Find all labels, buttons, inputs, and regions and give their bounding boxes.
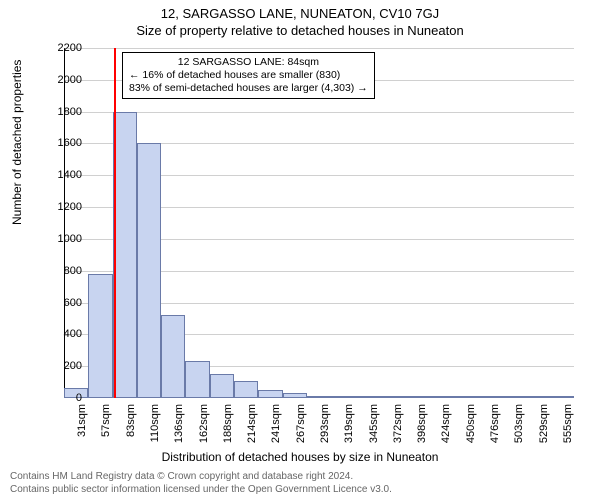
y-tick-label: 600 xyxy=(42,297,82,309)
y-tick-label: 2000 xyxy=(42,74,82,86)
chart-subtitle: Size of property relative to detached ho… xyxy=(0,21,600,38)
histogram-bar xyxy=(210,374,234,398)
y-tick-label: 1600 xyxy=(42,137,82,149)
marker-line xyxy=(114,48,116,398)
annotation-line: 12 SARGASSO LANE: 84sqm xyxy=(129,56,368,69)
page-title: 12, SARGASSO LANE, NUNEATON, CV10 7GJ xyxy=(0,0,600,21)
y-tick-label: 2200 xyxy=(42,42,82,54)
x-tick-label: 162sqm xyxy=(198,404,210,444)
x-tick-label: 555sqm xyxy=(562,404,574,444)
histogram-bar xyxy=(477,396,501,398)
y-axis-label: Number of detached properties xyxy=(10,60,24,225)
histogram-bar xyxy=(355,396,379,398)
x-tick-label: 424sqm xyxy=(440,404,452,444)
x-tick-label: 450sqm xyxy=(465,404,477,444)
y-tick-label: 400 xyxy=(42,328,82,340)
x-tick-label: 398sqm xyxy=(416,404,428,444)
histogram-bar xyxy=(550,396,574,398)
x-tick-label: 267sqm xyxy=(295,404,307,444)
histogram-bar xyxy=(453,396,477,398)
annotation-line: 83% of semi-detached houses are larger (… xyxy=(129,82,368,95)
histogram-bar xyxy=(331,396,355,398)
x-tick-label: 529sqm xyxy=(538,404,550,444)
histogram-bar xyxy=(404,396,428,398)
histogram-bar xyxy=(161,315,185,398)
x-tick-label: 319sqm xyxy=(343,404,355,444)
x-tick-label: 214sqm xyxy=(246,404,258,444)
histogram-bar xyxy=(428,396,452,398)
y-tick-label: 1800 xyxy=(42,106,82,118)
x-axis-label: Distribution of detached houses by size … xyxy=(0,450,600,464)
histogram-bar xyxy=(501,396,525,398)
annotation-box: 12 SARGASSO LANE: 84sqm← 16% of detached… xyxy=(122,52,375,99)
histogram-bar xyxy=(137,143,161,398)
y-tick-label: 1400 xyxy=(42,169,82,181)
y-tick-label: 1200 xyxy=(42,201,82,213)
histogram-bar xyxy=(283,393,307,398)
histogram-bar xyxy=(113,112,137,398)
histogram-bar xyxy=(380,396,404,398)
x-tick-label: 188sqm xyxy=(222,404,234,444)
x-tick-label: 110sqm xyxy=(149,404,161,444)
x-tick-label: 83sqm xyxy=(125,404,137,444)
histogram-bar xyxy=(258,390,282,398)
x-tick-label: 345sqm xyxy=(368,404,380,444)
x-tick-label: 372sqm xyxy=(392,404,404,444)
plot-area: 12 SARGASSO LANE: 84sqm← 16% of detached… xyxy=(64,48,574,398)
footer-line-2: Contains public sector information licen… xyxy=(10,484,392,497)
x-tick-label: 136sqm xyxy=(173,404,185,444)
x-tick-label: 31sqm xyxy=(76,404,88,444)
chart-container: 12, SARGASSO LANE, NUNEATON, CV10 7GJ Si… xyxy=(0,0,600,500)
y-tick-label: 800 xyxy=(42,265,82,277)
histogram-bar xyxy=(88,274,112,398)
y-tick-label: 1000 xyxy=(42,233,82,245)
footer-attribution: Contains HM Land Registry data © Crown c… xyxy=(10,471,392,496)
y-tick-label: 200 xyxy=(42,360,82,372)
histogram-bar xyxy=(185,361,209,398)
footer-line-1: Contains HM Land Registry data © Crown c… xyxy=(10,471,392,484)
grid-line xyxy=(64,48,574,49)
x-tick-label: 241sqm xyxy=(270,404,282,444)
histogram-bar xyxy=(234,381,258,399)
x-tick-label: 503sqm xyxy=(513,404,525,444)
y-tick-label: 0 xyxy=(42,392,82,404)
grid-line xyxy=(64,112,574,113)
x-tick-label: 476sqm xyxy=(489,404,501,444)
annotation-line: ← 16% of detached houses are smaller (83… xyxy=(129,69,368,82)
histogram-bar xyxy=(307,396,331,398)
x-tick-label: 293sqm xyxy=(319,404,331,444)
x-tick-label: 57sqm xyxy=(100,404,112,444)
histogram-bar xyxy=(525,396,549,398)
